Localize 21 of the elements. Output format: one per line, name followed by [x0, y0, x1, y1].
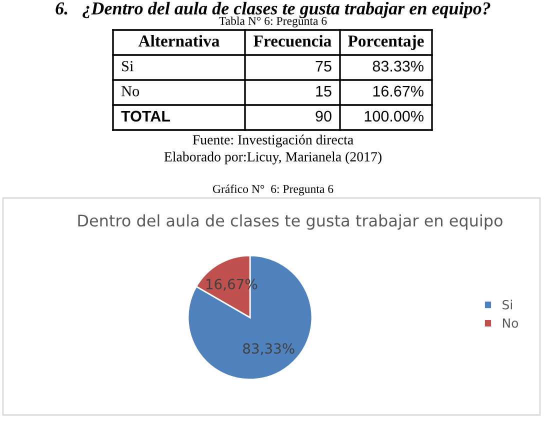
text: Alternativa — [138, 34, 220, 47]
data-label: 83,33% — [243, 343, 294, 356]
chart-title: Dentro del aula de clases te gusta trabajar en equipo — [78, 214, 502, 230]
legend-label: Si — [502, 300, 512, 310]
text: Frecuencia — [254, 34, 332, 47]
text: Si — [122, 61, 134, 72]
text: 90 — [316, 110, 332, 122]
pie-slice — [187, 254, 313, 380]
text: Elaborado por:Licuy, Marianela (2017) — [164, 152, 382, 164]
source-note: Fuente: Investigación directa — [192, 134, 354, 148]
text: 75 — [316, 60, 332, 72]
text: Porcentaje — [348, 34, 424, 50]
text: TOTAL — [121, 110, 170, 122]
text: 83.33% — [372, 60, 424, 72]
text: 16.67% — [373, 86, 424, 97]
text: 15 — [316, 86, 332, 97]
text: No — [121, 86, 140, 96]
text: 100.00% — [364, 110, 424, 122]
legend-label: No — [502, 318, 518, 328]
text: Gráfico N° 6: Pregunta 6 — [212, 184, 334, 196]
text: Tabla N° 6: Pregunta 6 — [219, 16, 327, 28]
